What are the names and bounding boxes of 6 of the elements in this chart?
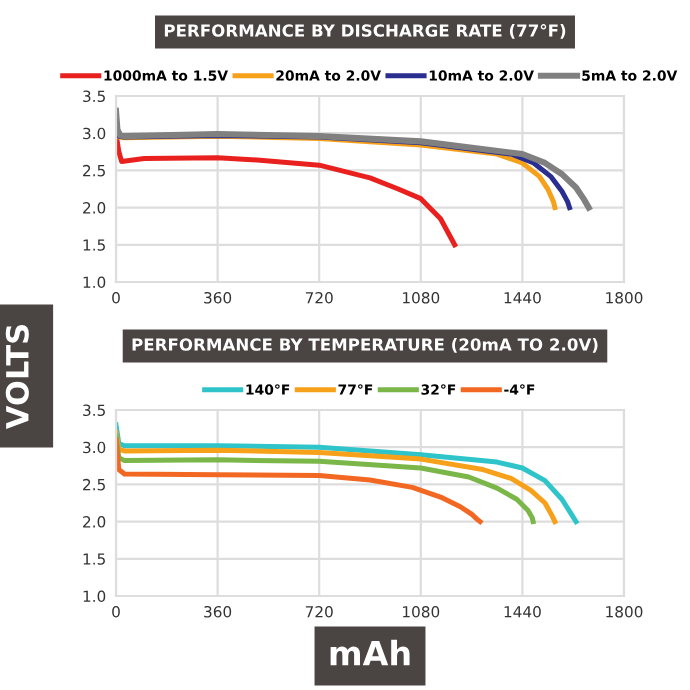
chart-title: PERFORMANCE BY DISCHARGE RATE (77°F) — [164, 23, 566, 39]
line-series — [116, 107, 592, 211]
chart-title: PERFORMANCE BY TEMPERATURE (20mA TO 2.0V) — [132, 337, 598, 353]
x-axis-title: mAh — [330, 639, 410, 666]
y-axis-title: VOLTS — [5, 325, 29, 430]
line-series — [116, 437, 483, 525]
